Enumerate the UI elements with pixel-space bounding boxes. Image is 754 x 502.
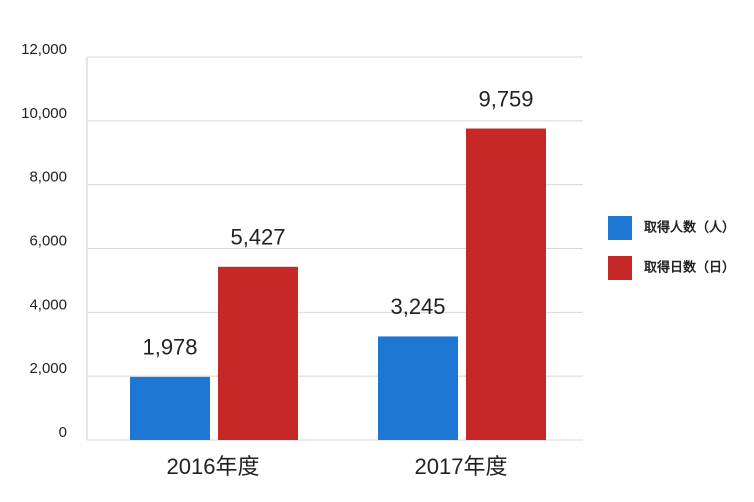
x-tick-label: 2016年度: [167, 454, 260, 479]
legend-swatch: [608, 256, 632, 280]
legend-swatch: [608, 216, 632, 240]
value-label: 9,759: [478, 86, 533, 111]
x-tick-label: 2017年度: [415, 454, 508, 479]
value-label: 3,245: [390, 294, 445, 319]
legend-label: 取得日数（日）: [644, 259, 735, 274]
y-tick-label: 0: [59, 424, 67, 441]
y-tick-label: 8,000: [29, 169, 67, 186]
y-tick-label: 6,000: [29, 232, 67, 249]
bar: [466, 128, 546, 440]
value-label: 5,427: [230, 225, 285, 250]
value-label: 1,978: [142, 335, 197, 360]
bar: [130, 376, 210, 440]
bar: [378, 336, 458, 440]
y-tick-label: 10,000: [21, 105, 67, 122]
y-tick-label: 12,000: [21, 41, 67, 58]
bar: [218, 266, 298, 440]
y-tick-label: 4,000: [29, 296, 67, 313]
legend-label: 取得人数（人）: [644, 219, 735, 234]
y-tick-label: 2,000: [29, 360, 67, 377]
